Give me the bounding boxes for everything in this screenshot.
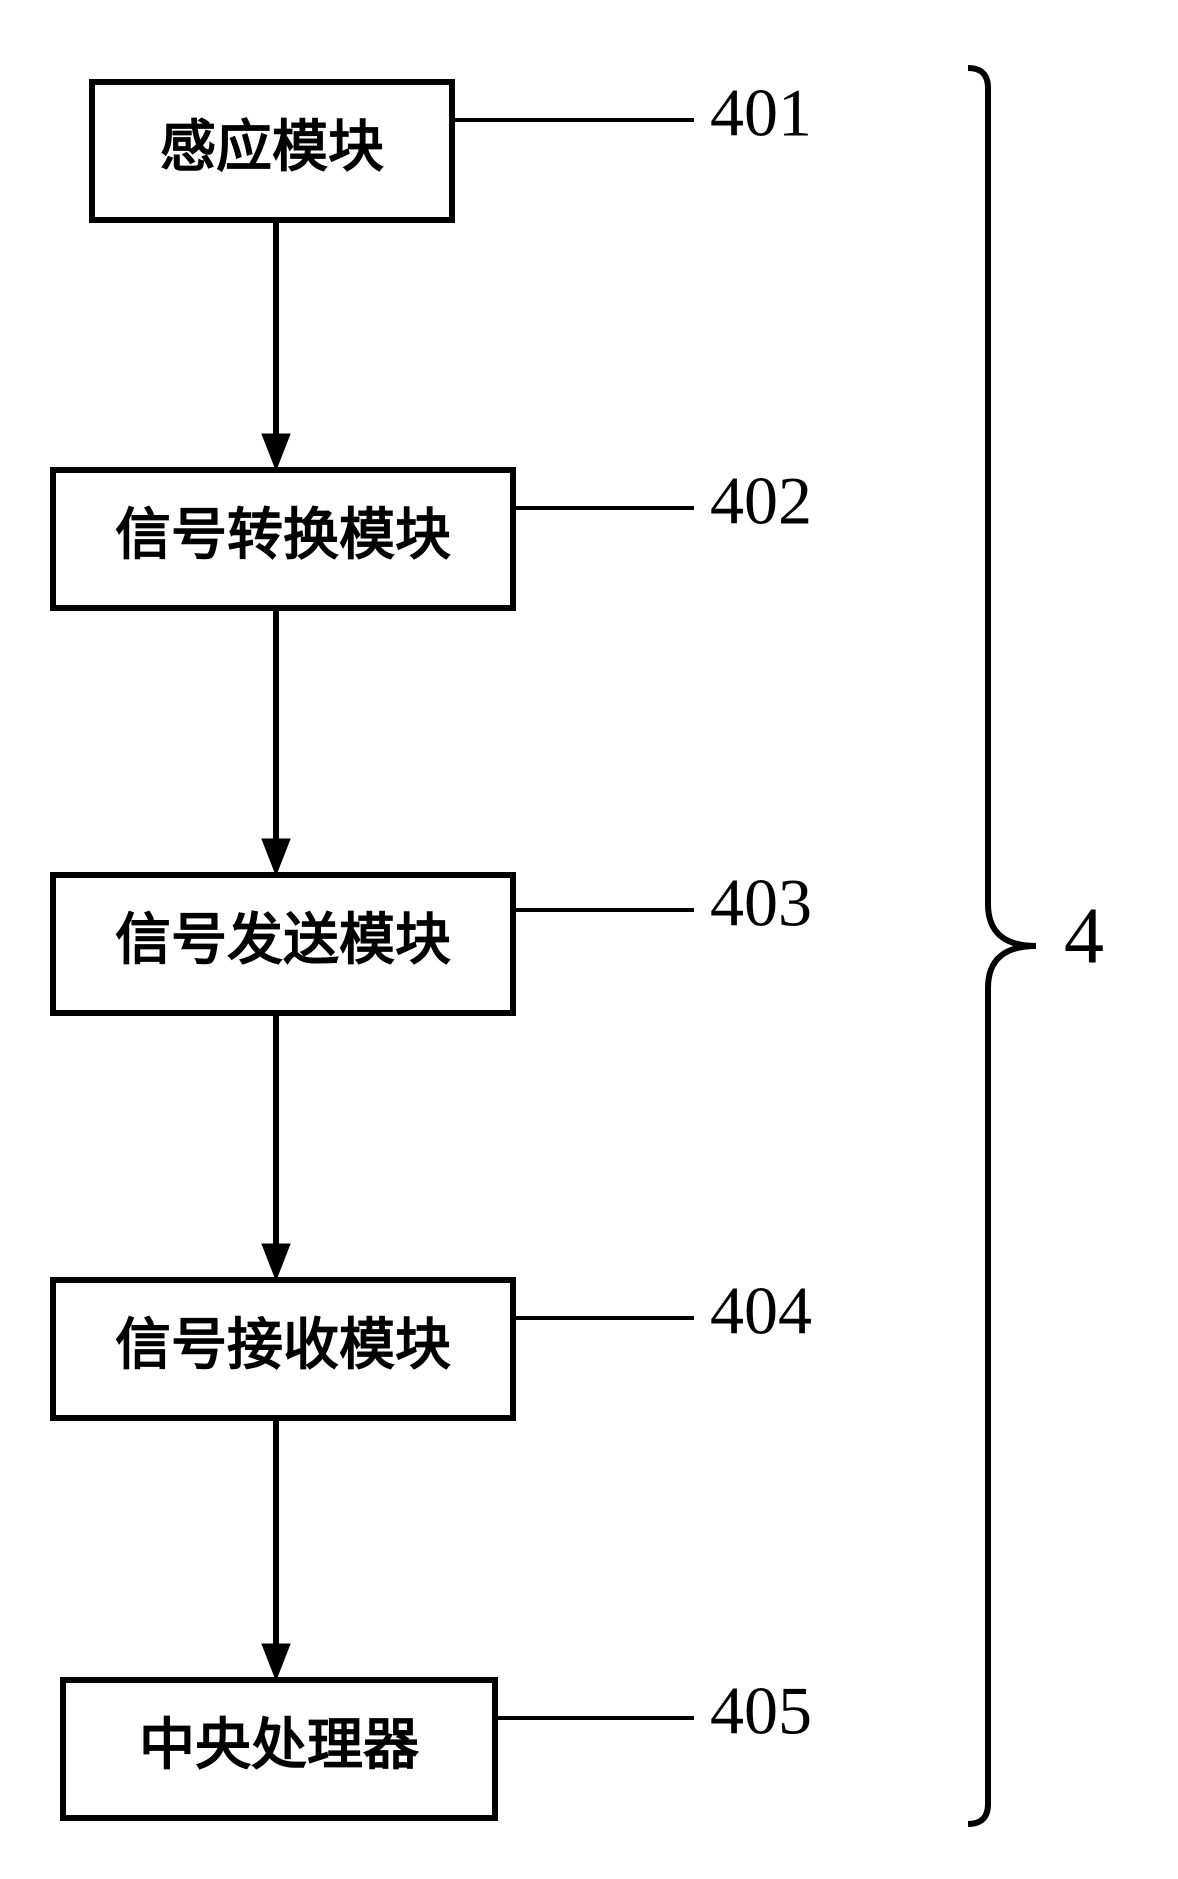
node-number: 403 [710, 865, 812, 941]
node-label: 感应模块 [160, 117, 384, 179]
node-label: 信号转换模块 [115, 505, 451, 567]
node-number: 401 [710, 75, 812, 151]
node-label: 信号接收模块 [115, 1315, 451, 1377]
node-label: 中央处理器 [139, 1715, 420, 1777]
node-number: 405 [710, 1673, 812, 1749]
node-number: 402 [710, 463, 812, 539]
group-label: 4 [1064, 892, 1104, 980]
node-number: 404 [710, 1273, 812, 1349]
node-label: 信号发送模块 [115, 910, 451, 972]
flowchart-diagram: 感应模块 401 信号转换模块 402 信号发送模块 403 信号接收模块 404 中央处理器 4… [0, 0, 1178, 1879]
